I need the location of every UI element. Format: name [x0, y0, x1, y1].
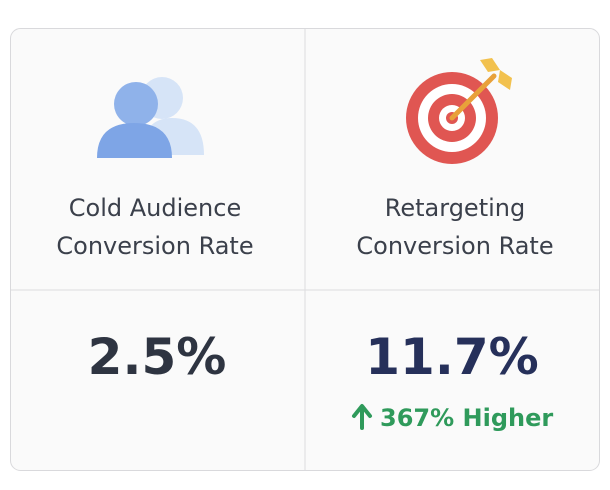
audience-icon — [97, 77, 204, 158]
metric-value: 2.5% — [88, 328, 227, 386]
arrow-fletching — [480, 58, 512, 90]
card-title-line: Retargeting — [385, 194, 525, 222]
card-title-line: Cold Audience — [69, 194, 241, 222]
metric-value: 11.7% — [365, 328, 538, 386]
icon-head-front — [114, 82, 158, 126]
up-arrow-icon — [352, 404, 372, 430]
card-title-line: Conversion Rate — [356, 232, 553, 260]
arrow-shaft — [449, 73, 497, 121]
change-label: 367% Higher — [380, 404, 553, 432]
target-icon — [406, 58, 512, 164]
icon-body-front — [97, 123, 172, 158]
card-title-line: Conversion Rate — [56, 232, 253, 260]
